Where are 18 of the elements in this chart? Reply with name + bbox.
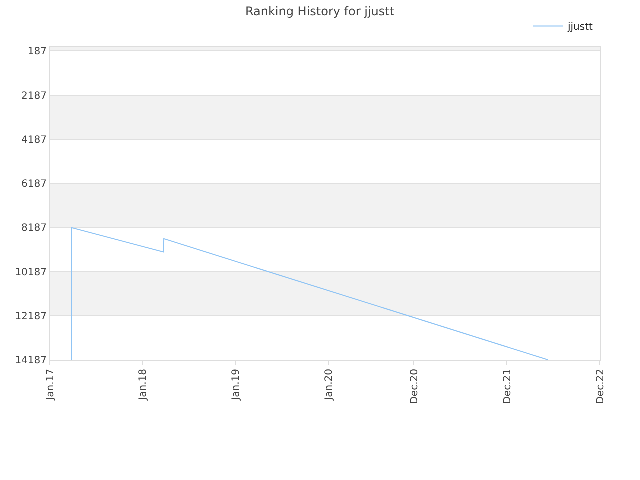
x-tick-label: Jan.17 [45, 369, 56, 402]
x-tick-label: Dec.21 [502, 369, 514, 404]
x-tick-label: Dec.22 [595, 369, 606, 404]
x-tick-label: Jan.19 [231, 369, 242, 402]
y-tick-label: 6187 [22, 179, 47, 190]
chart-title: Ranking History for jjustt [245, 4, 395, 19]
y-tick-label: 187 [28, 46, 47, 58]
x-tick-label: Jan.20 [324, 369, 336, 402]
y-tick-label: 14187 [15, 356, 47, 366]
y-tick-label: 8187 [22, 223, 47, 234]
y-tick-label: 10187 [15, 267, 47, 278]
line-series [71, 227, 549, 360]
x-tick-label: Jan.18 [138, 369, 150, 402]
x-tick-label: Dec.20 [409, 369, 420, 404]
legend-label: jjustt [567, 22, 594, 34]
y-tick-label: 12187 [15, 311, 47, 322]
y-tick-label: 4187 [22, 134, 47, 146]
y-tick-label: 2187 [22, 90, 47, 102]
